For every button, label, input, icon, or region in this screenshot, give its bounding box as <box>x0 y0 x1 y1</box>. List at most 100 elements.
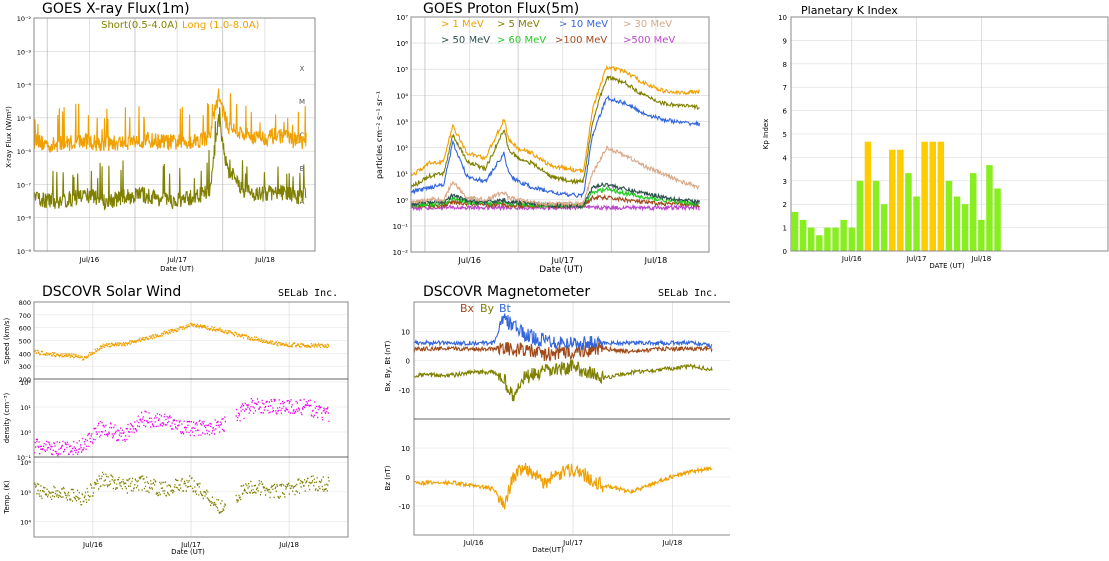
kp-frame <box>790 16 1109 252</box>
wind-speed-tick: 600 <box>19 325 31 333</box>
kp-bar <box>897 149 904 251</box>
kp-ytick-label: 7 <box>783 84 787 92</box>
kp-bar <box>961 204 969 251</box>
wind-speed-tick: 800 <box>19 299 31 307</box>
kp-xtick-label: Jul/17 <box>906 255 927 263</box>
proton-series-line <box>410 75 700 190</box>
proton-ylabel: particles cm⁻² s⁻¹ sr⁻¹ <box>375 91 384 179</box>
proton-series-line <box>410 94 701 199</box>
wind-xtick-label: Jul/16 <box>82 541 103 549</box>
proton-frame <box>410 16 710 253</box>
wind-speed-label: Speed (km/s) <box>3 317 11 364</box>
kp-ylabel: Kp Index <box>762 119 770 150</box>
wind-speed-tick: 400 <box>19 350 31 358</box>
proton-xlabel: Date (UT) <box>539 265 582 275</box>
kp-ytick-label: 4 <box>783 154 788 162</box>
proton-legend-item: > 10 MeV <box>559 19 608 30</box>
wind-frame <box>33 301 349 538</box>
wind-temp-tick: 10⁶ <box>20 459 31 467</box>
xray-ytick-label: 10⁻³ <box>17 48 32 56</box>
kp-ytick-label: 2 <box>783 201 787 209</box>
xray-xtick-label: Jul/16 <box>78 256 99 264</box>
kp-bar <box>986 165 993 251</box>
mag-top-tick: 10 <box>401 328 410 336</box>
kp-bar <box>848 227 855 251</box>
mag-panel: DSCOVR Magnetometer SELab Inc. Bx By Bt … <box>370 282 730 561</box>
proton-ytick-label: 10⁻² <box>393 249 409 257</box>
kp-bar <box>921 141 928 251</box>
xray-xtick-label: Jul/17 <box>166 256 187 264</box>
kp-bar <box>791 211 799 251</box>
mag-top-tick: 0 <box>406 358 410 366</box>
proton-series-line <box>410 145 700 208</box>
proton-legend-item: > 30 MeV <box>623 19 672 30</box>
kp-bar <box>945 180 953 251</box>
kp-bar <box>840 219 847 251</box>
mag-legend-by: By <box>480 302 495 315</box>
proton-panel: GOES Proton Flux(5m) > 1 MeV > 5 MeV > 10 … <box>370 0 710 278</box>
proton-xtick-label: Jul/17 <box>551 256 575 265</box>
kp-xtick-label: Jul/18 <box>970 255 991 263</box>
wind-speed-tick: 200 <box>19 376 31 384</box>
proton-ytick-label: 10¹ <box>396 171 408 179</box>
mag-chart: Bx By Bt Bx, By, Bt (nT) Bz (nT) Date(UT… <box>384 301 730 554</box>
xray-chart: Short(0.5-4.0A) Long (1.0-8.0A) X-ray Fl… <box>5 15 316 273</box>
xray-class-label: A <box>300 198 305 206</box>
proton-legend-item: > 50 MeV <box>441 35 490 46</box>
xray-frame <box>33 17 316 252</box>
proton-legend-item: > 5 MeV <box>497 19 540 30</box>
mag-brand: SELab Inc. <box>658 288 719 299</box>
wind-temp-tick: 10⁵ <box>20 489 31 497</box>
mag-legend-bt: Bt <box>499 302 512 315</box>
kp-bar <box>978 219 985 251</box>
kp-bar <box>808 227 815 251</box>
proton-ytick-label: 10⁵ <box>396 66 408 74</box>
wind-density-label: density (cm⁻³) <box>3 392 11 443</box>
xray-short-series <box>33 107 307 211</box>
kp-bar <box>889 149 896 251</box>
mag-xtick-label: Jul/18 <box>662 539 683 547</box>
kp-ytick-label: 3 <box>783 178 787 186</box>
kp-bar <box>799 219 807 251</box>
kp-ytick-label: 10 <box>778 14 787 22</box>
xray-class-label: M <box>299 98 305 106</box>
proton-xtick-label: Jul/18 <box>644 256 668 265</box>
proton-ytick-label: 10⁶ <box>396 40 408 48</box>
xray-ytick-label: 10⁻² <box>17 15 32 23</box>
wind-title: DSCOVR Solar Wind <box>42 284 182 300</box>
proton-ytick-label: 10³ <box>396 118 408 126</box>
kp-bar <box>970 173 977 251</box>
mag-bx-series <box>413 341 713 362</box>
proton-series-line <box>410 181 701 210</box>
kp-ytick-label: 9 <box>783 37 787 45</box>
xray-long-series <box>33 88 307 154</box>
kp-bar <box>913 196 920 251</box>
kp-title: Planetary K Index <box>801 4 898 17</box>
kp-xlabel: DATE (UT) <box>929 262 965 270</box>
mag-xtick-label: Jul/16 <box>463 539 484 547</box>
proton-series-line <box>410 64 701 177</box>
kp-bar <box>832 227 839 251</box>
mag-bottom-tick: 10 <box>401 445 410 453</box>
mag-bottom-tick: -10 <box>399 503 410 511</box>
xray-xtick-label: Jul/18 <box>254 256 275 264</box>
wind-density-tick: 10² <box>20 379 31 387</box>
proton-ytick-label: 10⁷ <box>396 14 408 22</box>
kp-xtick-label: Jul/16 <box>841 255 862 263</box>
mag-by-series <box>413 358 713 402</box>
xray-ytick-label: 10⁻⁸ <box>17 215 32 223</box>
kp-ytick-label: 1 <box>783 225 787 233</box>
kp-bar <box>937 141 945 251</box>
xray-legend-long: Long (1.0-8.0A) <box>182 20 260 31</box>
kp-bar <box>994 188 1001 251</box>
mag-bt-series <box>414 313 713 351</box>
xray-class-label: C <box>300 132 305 140</box>
wind-density-tick: 10⁻¹ <box>17 454 32 462</box>
mag-top-label: Bx, By, Bt (nT) <box>384 340 392 391</box>
wind-density-tick: 10⁰ <box>20 429 31 437</box>
proton-legend-item: > 60 MeV <box>497 35 546 46</box>
mag-xtick-label: Jul/17 <box>562 539 583 547</box>
proton-ytick-label: 10⁰ <box>396 197 408 205</box>
xray-class-label: X <box>300 65 305 73</box>
